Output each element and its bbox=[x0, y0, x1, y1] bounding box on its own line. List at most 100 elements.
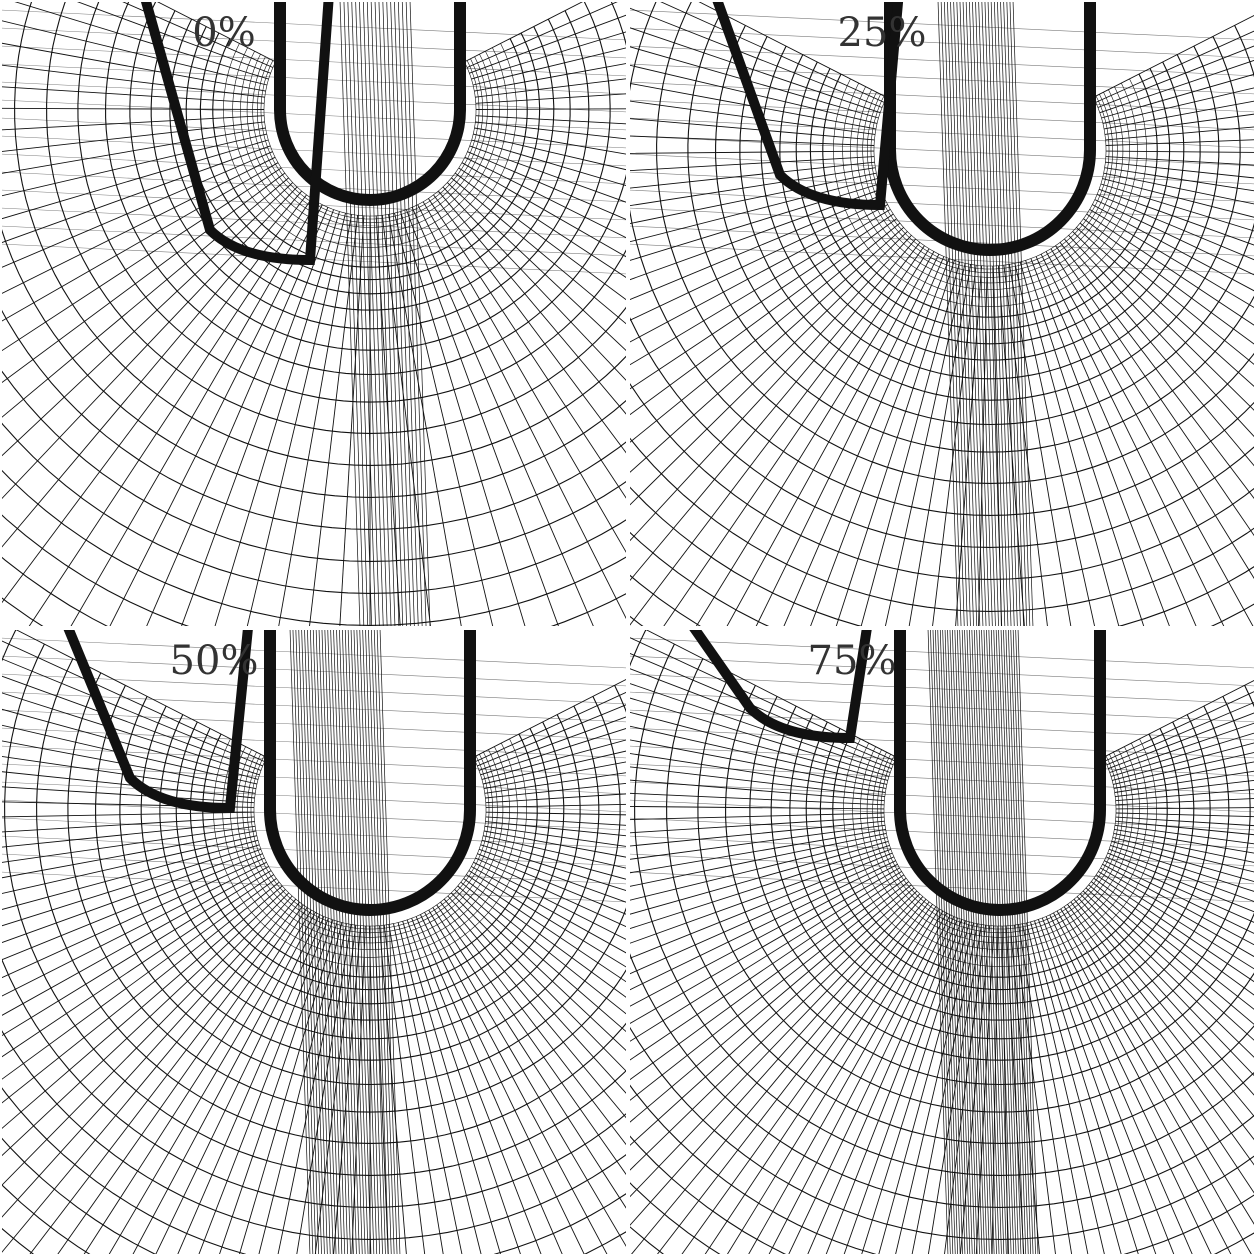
mesh-spoke-line bbox=[477, 703, 628, 767]
mesh-wake-line bbox=[932, 628, 954, 1256]
mesh-wake-line bbox=[993, 628, 1015, 1256]
mesh-wake-line bbox=[1015, 628, 1036, 1256]
mesh-spoke-line bbox=[0, 64, 265, 98]
mesh-ring-line bbox=[628, 0, 1256, 628]
mesh-spoke-line bbox=[0, 895, 293, 1220]
mesh-spoke-line bbox=[0, 657, 263, 767]
mesh-spoke-line bbox=[333, 925, 361, 1256]
mesh-spoke-line bbox=[375, 215, 401, 628]
mesh-spoke-line bbox=[1105, 690, 1256, 762]
mesh-spoke-line bbox=[483, 835, 628, 870]
mesh-ring-line bbox=[628, 628, 1256, 1256]
mesh-spoke-line bbox=[0, 182, 294, 459]
mesh-spoke-line bbox=[1073, 899, 1256, 1120]
mesh-wake-line bbox=[347, 628, 369, 1256]
mesh-wake-line bbox=[983, 628, 1005, 1256]
mesh-spoke-line bbox=[1093, 13, 1256, 98]
mesh-wake-line bbox=[370, 0, 392, 628]
mesh-ring-line bbox=[0, 467, 628, 626]
mesh-spoke-line bbox=[628, 871, 902, 1044]
mesh-spoke-line bbox=[725, 908, 940, 1256]
mesh-spoke-line bbox=[703, 906, 937, 1256]
mesh-spoke-line bbox=[1079, 222, 1256, 367]
mesh-wake-line bbox=[975, 0, 996, 628]
mesh-spoke-line bbox=[860, 261, 961, 628]
mesh-spoke-line bbox=[628, 860, 896, 992]
mesh-spoke-line bbox=[1115, 812, 1256, 818]
mesh-spoke-line bbox=[0, 121, 265, 153]
mesh-wake-line bbox=[315, 628, 337, 1256]
mesh-wake-line bbox=[309, 628, 331, 1256]
mesh-wake-line bbox=[307, 628, 328, 1256]
slat-element-outline bbox=[62, 628, 254, 814]
mesh-spoke-line bbox=[477, 853, 628, 916]
mesh-spoke-line bbox=[1111, 840, 1256, 883]
mesh-spoke-line bbox=[1109, 722, 1256, 773]
mesh-spoke-line bbox=[1026, 922, 1106, 1256]
mesh-field-line bbox=[628, 691, 1256, 723]
mesh-spoke-line bbox=[0, 86, 265, 104]
mesh-spoke-line bbox=[628, 852, 893, 960]
mesh-spoke-line bbox=[1114, 828, 1256, 854]
mesh-ring-line bbox=[628, 628, 1256, 1256]
mesh-wake-line bbox=[947, 628, 968, 1256]
mesh-spoke-line bbox=[1093, 877, 1256, 998]
mesh-ring-line bbox=[628, 435, 1256, 612]
mesh-ring-line bbox=[628, 1180, 724, 1256]
mesh-spoke-line bbox=[628, 231, 908, 508]
mesh-spoke-line bbox=[1064, 238, 1256, 469]
mesh-spoke-line bbox=[628, 840, 889, 916]
mesh-ring-line bbox=[628, 628, 1256, 1256]
mesh-wake-line bbox=[373, 628, 395, 1256]
mesh-spoke-line bbox=[1034, 920, 1140, 1256]
mesh-field-line bbox=[0, 117, 628, 149]
mesh-spoke-line bbox=[107, 909, 312, 1256]
mesh-spoke-line bbox=[1096, 194, 1256, 261]
mesh-spoke-line bbox=[1100, 867, 1256, 959]
slat-element-outline bbox=[687, 628, 872, 744]
mesh-spoke-line bbox=[400, 211, 527, 628]
mesh-spoke-line bbox=[0, 892, 290, 1188]
mesh-field-line bbox=[628, 153, 1256, 185]
mesh-spoke-line bbox=[1053, 912, 1233, 1256]
mesh-spoke-line bbox=[0, 771, 255, 799]
mesh-field-line bbox=[0, 853, 628, 885]
mesh-wake-line bbox=[368, 628, 389, 1256]
mesh-spoke-line bbox=[628, 766, 885, 798]
mesh-spoke-line bbox=[975, 925, 995, 1256]
mesh-ring-line bbox=[628, 614, 647, 628]
mesh-spoke-line bbox=[1086, 213, 1256, 327]
mesh-wake-line bbox=[343, 0, 365, 628]
mesh-spoke-line bbox=[0, 825, 256, 864]
mesh-spoke-line bbox=[1105, 156, 1256, 166]
mesh-spoke-line bbox=[383, 925, 426, 1256]
mesh-spoke-line bbox=[0, 172, 286, 385]
mesh-ring-line bbox=[860, 746, 1140, 950]
mesh-spoke-line bbox=[0, 19, 268, 86]
mesh-spoke-line bbox=[628, 725, 887, 785]
mesh-wake-line bbox=[939, 628, 961, 1256]
mesh-spoke-line bbox=[246, 212, 346, 628]
mesh-spoke-line bbox=[11, 628, 267, 758]
mesh-spoke-line bbox=[424, 912, 609, 1256]
mesh-ring-line bbox=[628, 628, 1256, 1256]
mesh-ring-line bbox=[628, 379, 1256, 580]
mesh-field-line bbox=[0, 655, 628, 687]
mesh-spoke-line bbox=[1100, 183, 1256, 233]
mesh-spoke-line bbox=[782, 256, 945, 628]
mesh-wake-line bbox=[1003, 0, 1024, 628]
mesh-spoke-line bbox=[0, 811, 255, 818]
mesh-spoke-line bbox=[1040, 253, 1226, 628]
mesh-wake-line bbox=[390, 0, 411, 628]
mesh-spoke-line bbox=[0, 186, 298, 502]
mesh-spoke-line bbox=[296, 924, 352, 1256]
mesh-wake-line bbox=[295, 628, 317, 1256]
mesh-spoke-line bbox=[480, 727, 628, 776]
mesh-spoke-line bbox=[1104, 860, 1256, 935]
mesh-wake-line bbox=[379, 628, 401, 1256]
mesh-wake-line bbox=[327, 628, 349, 1256]
mesh-spoke-line bbox=[0, 177, 289, 420]
mesh-wake-line bbox=[962, 0, 984, 628]
mesh-wake-line bbox=[1000, 0, 1021, 628]
mesh-spoke-line bbox=[0, 139, 269, 220]
